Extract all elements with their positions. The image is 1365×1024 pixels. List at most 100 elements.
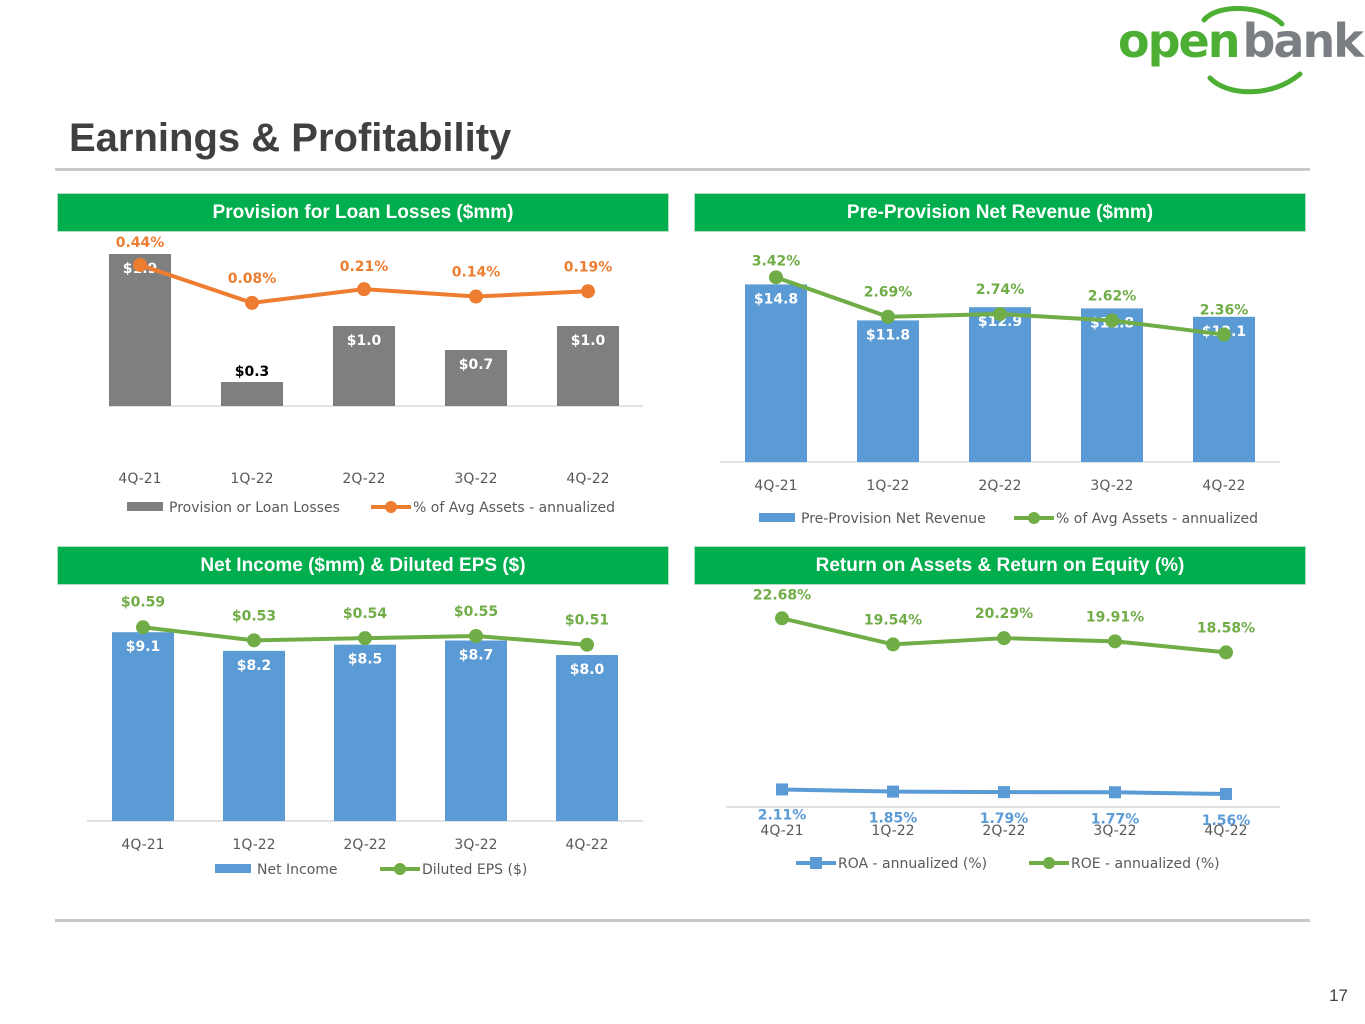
circle-marker — [358, 631, 372, 646]
line-data-label: 0.44% — [116, 235, 165, 251]
square-marker — [1220, 788, 1232, 801]
line-data-label: 22.68% — [753, 587, 811, 603]
circle-marker — [136, 620, 150, 635]
bar-1Q-22 — [221, 382, 283, 406]
legend-circle-marker — [385, 501, 397, 513]
line-data-label: 2.69% — [864, 285, 913, 301]
x-tick-label: 4Q-22 — [1202, 478, 1245, 494]
bar-data-label: $1.0 — [571, 333, 606, 349]
bar-3Q-22 — [445, 350, 507, 406]
circle-marker — [993, 307, 1007, 322]
line-data-label: $0.54 — [343, 606, 388, 622]
netincome-chart: $9.1 $8.2 $8.5 $8.7 $8.0 $0.59 $0.53 $0.54 $0.55… — [87, 594, 643, 878]
circle-marker — [357, 282, 371, 297]
bar-2Q-22 — [334, 644, 396, 821]
roaroe-chart: 2.11% 1.85% 1.79% 1.77% 1.56% 22.68% 19.54% 20.… — [726, 587, 1280, 872]
line-data-label: $0.55 — [454, 604, 498, 620]
x-tick-label: 1Q-22 — [871, 823, 914, 839]
page-title: Earnings & Profitability — [69, 116, 512, 160]
x-tick-label: 2Q-22 — [982, 823, 1025, 839]
circle-marker — [245, 295, 259, 310]
x-tick-label: 4Q-22 — [1204, 823, 1247, 839]
line-data-label: 3.42% — [752, 253, 801, 269]
legend-label: Diluted EPS ($) — [422, 862, 527, 878]
bar-data-label: $9.1 — [126, 639, 161, 655]
circle-marker — [1217, 327, 1231, 342]
line-data-label: 20.29% — [975, 606, 1033, 622]
circle-marker — [1108, 634, 1122, 649]
roaroe-panel-header: Return on Assets & Return on Equity (%) — [694, 546, 1306, 585]
netincome-panel-header: Net Income ($mm) & Diluted EPS ($) — [57, 546, 669, 585]
line-data-label: 1.56% — [1202, 813, 1251, 829]
x-tick-label: 1Q-22 — [232, 837, 275, 853]
x-tick-label: 2Q-22 — [342, 471, 385, 487]
legend-square-marker — [810, 857, 822, 869]
legend-label: Pre-Provision Net Revenue — [801, 511, 986, 527]
legend-label: Net Income — [257, 862, 338, 878]
line-data-label: 2.36% — [1200, 303, 1249, 319]
x-tick-label: 4Q-21 — [118, 471, 161, 487]
line-data-label: 1.79% — [980, 811, 1029, 827]
openbank-logo: openbank — [1112, 0, 1364, 100]
line-data-label: 0.14% — [452, 265, 501, 281]
bar-4Q-22 — [556, 655, 618, 821]
x-tick-label: 2Q-22 — [343, 837, 386, 853]
bar-4Q-21 — [109, 254, 171, 406]
bar-data-label: $12.9 — [978, 314, 1022, 330]
page-number: 17 — [1329, 986, 1348, 1005]
line-data-label: 2.74% — [976, 282, 1025, 298]
circle-marker — [580, 637, 594, 652]
bar-4Q-22 — [557, 326, 619, 406]
legend-bar-swatch — [215, 864, 251, 873]
legend-label: ROA - annualized (%) — [838, 856, 987, 872]
provision-chart: $1.9$0.3$1.0$0.7$1.00.44%0.08%0.21%0.14%… — [109, 235, 643, 516]
circle-marker — [469, 289, 483, 304]
bar-4Q-21 — [112, 632, 174, 821]
legend-label: Provision or Loan Losses — [169, 500, 340, 516]
legend-bar-swatch — [759, 513, 795, 522]
bar-data-label: $14.8 — [754, 291, 798, 307]
x-tick-label: 4Q-21 — [760, 823, 803, 839]
x-tick-label: 3Q-22 — [454, 471, 497, 487]
square-marker — [1109, 786, 1121, 799]
circle-marker — [997, 631, 1011, 646]
x-tick-label: 3Q-22 — [1093, 823, 1136, 839]
line-data-label: 1.77% — [1091, 811, 1140, 827]
legend-circle-marker — [394, 863, 406, 875]
logo-open-text: open — [1118, 14, 1240, 68]
bar-4Q-21 — [745, 284, 807, 462]
title-divider — [55, 168, 1310, 171]
line-data-label: 19.54% — [864, 612, 922, 628]
circle-marker — [133, 257, 147, 272]
bar-2Q-22 — [333, 326, 395, 406]
bar-data-label: $8.0 — [570, 662, 605, 678]
line-data-label: 19.91% — [1086, 609, 1144, 625]
square-marker — [998, 786, 1010, 799]
footer-divider — [55, 919, 1310, 922]
circle-marker — [769, 270, 783, 285]
line-data-label: 0.19% — [564, 259, 613, 275]
x-tick-label: 4Q-22 — [566, 471, 609, 487]
legend-bar-swatch — [127, 502, 163, 511]
x-tick-label: 4Q-21 — [754, 478, 797, 494]
line-data-label: 2.62% — [1088, 289, 1137, 305]
bar-1Q-22 — [223, 650, 285, 821]
ppnr-panel-header: Pre-Provision Net Revenue ($mm) — [694, 193, 1306, 232]
circle-marker — [247, 633, 261, 648]
square-marker — [776, 783, 788, 796]
bar-3Q-22 — [1081, 308, 1143, 462]
line-data-label: $0.51 — [565, 613, 609, 629]
circle-marker — [775, 611, 789, 626]
circle-marker — [581, 284, 595, 299]
bar-data-label: $1.0 — [347, 333, 382, 349]
line-data-label: 0.21% — [340, 259, 389, 275]
logo-wordmark: openbank — [1118, 14, 1364, 68]
bar-1Q-22 — [857, 320, 919, 462]
x-tick-label: 3Q-22 — [454, 837, 497, 853]
bar-data-label: $0.7 — [459, 357, 494, 373]
x-tick-label: 1Q-22 — [230, 471, 273, 487]
provision-panel-header: Provision for Loan Losses ($mm) — [57, 193, 669, 232]
line-data-label: $0.53 — [232, 608, 276, 624]
logo-swoosh — [1201, 6, 1303, 95]
bar-data-label: $11.8 — [866, 327, 910, 343]
